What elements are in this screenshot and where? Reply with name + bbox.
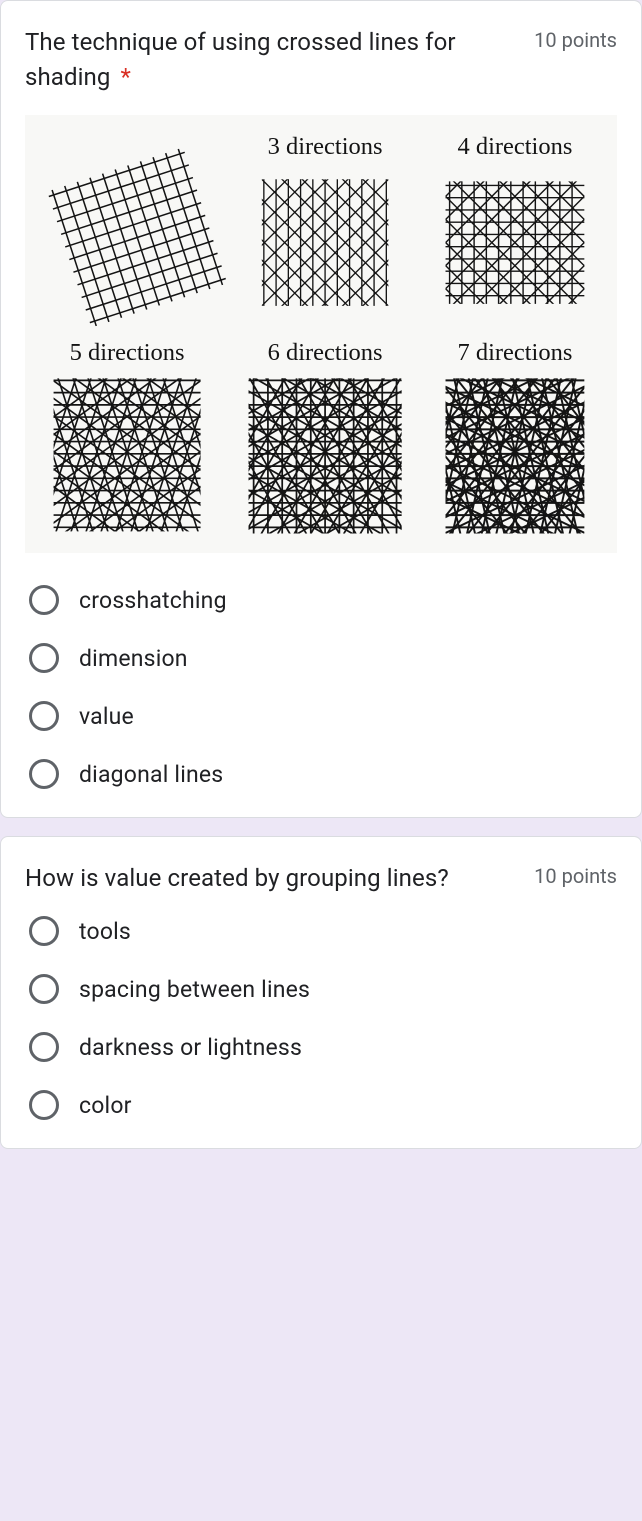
- option-label: color: [79, 1092, 132, 1119]
- radio-option[interactable]: tools: [29, 916, 617, 946]
- question-header: How is value created by grouping lines? …: [25, 861, 617, 896]
- radio-icon: [29, 1032, 59, 1062]
- question-card: How is value created by grouping lines? …: [0, 836, 642, 1149]
- radio-icon: [29, 643, 59, 673]
- option-label: crosshatching: [79, 587, 227, 614]
- question-header: The technique of using crossed lines for…: [25, 25, 617, 95]
- question-title-wrap: How is value created by grouping lines?: [25, 861, 520, 896]
- question-card: The technique of using crossed lines for…: [0, 0, 642, 818]
- radio-option[interactable]: darkness or lightness: [29, 1032, 617, 1062]
- radio-icon: [29, 701, 59, 731]
- option-label: darkness or lightness: [79, 1034, 302, 1061]
- option-label: diagonal lines: [79, 761, 223, 788]
- swatch-label: 3 directions: [268, 132, 383, 159]
- radio-icon: [29, 759, 59, 789]
- question-title: How is value created by grouping lines?: [25, 864, 449, 892]
- radio-icon: [29, 585, 59, 615]
- swatch-label: 6 directions: [268, 339, 383, 366]
- radio-option[interactable]: color: [29, 1090, 617, 1120]
- radio-option[interactable]: diagonal lines: [29, 759, 617, 789]
- option-label: spacing between lines: [79, 976, 310, 1003]
- swatch-label: 7 directions: [457, 339, 572, 366]
- option-label: value: [79, 703, 134, 730]
- question-title-wrap: The technique of using crossed lines for…: [25, 25, 520, 95]
- radio-option[interactable]: spacing between lines: [29, 974, 617, 1004]
- options-group: tools spacing between lines darkness or …: [25, 916, 617, 1120]
- option-label: dimension: [79, 645, 188, 672]
- radio-icon: [29, 916, 59, 946]
- radio-option[interactable]: crosshatching: [29, 585, 617, 615]
- radio-option[interactable]: dimension: [29, 643, 617, 673]
- radio-option[interactable]: value: [29, 701, 617, 731]
- required-asterisk: *: [121, 63, 131, 91]
- swatch-label: 5 directions: [70, 339, 185, 366]
- question-points: 10 points: [534, 861, 617, 888]
- swatch-label: 4 directions: [457, 132, 572, 159]
- question-points: 10 points: [534, 25, 617, 52]
- radio-icon: [29, 974, 59, 1004]
- radio-icon: [29, 1090, 59, 1120]
- question-title: The technique of using crossed lines for…: [25, 28, 456, 91]
- crosshatch-illustration: 3 directions 4 directions 5 directions 6…: [25, 115, 617, 554]
- options-group: crosshatching dimension value diagonal l…: [25, 585, 617, 789]
- option-label: tools: [79, 918, 131, 945]
